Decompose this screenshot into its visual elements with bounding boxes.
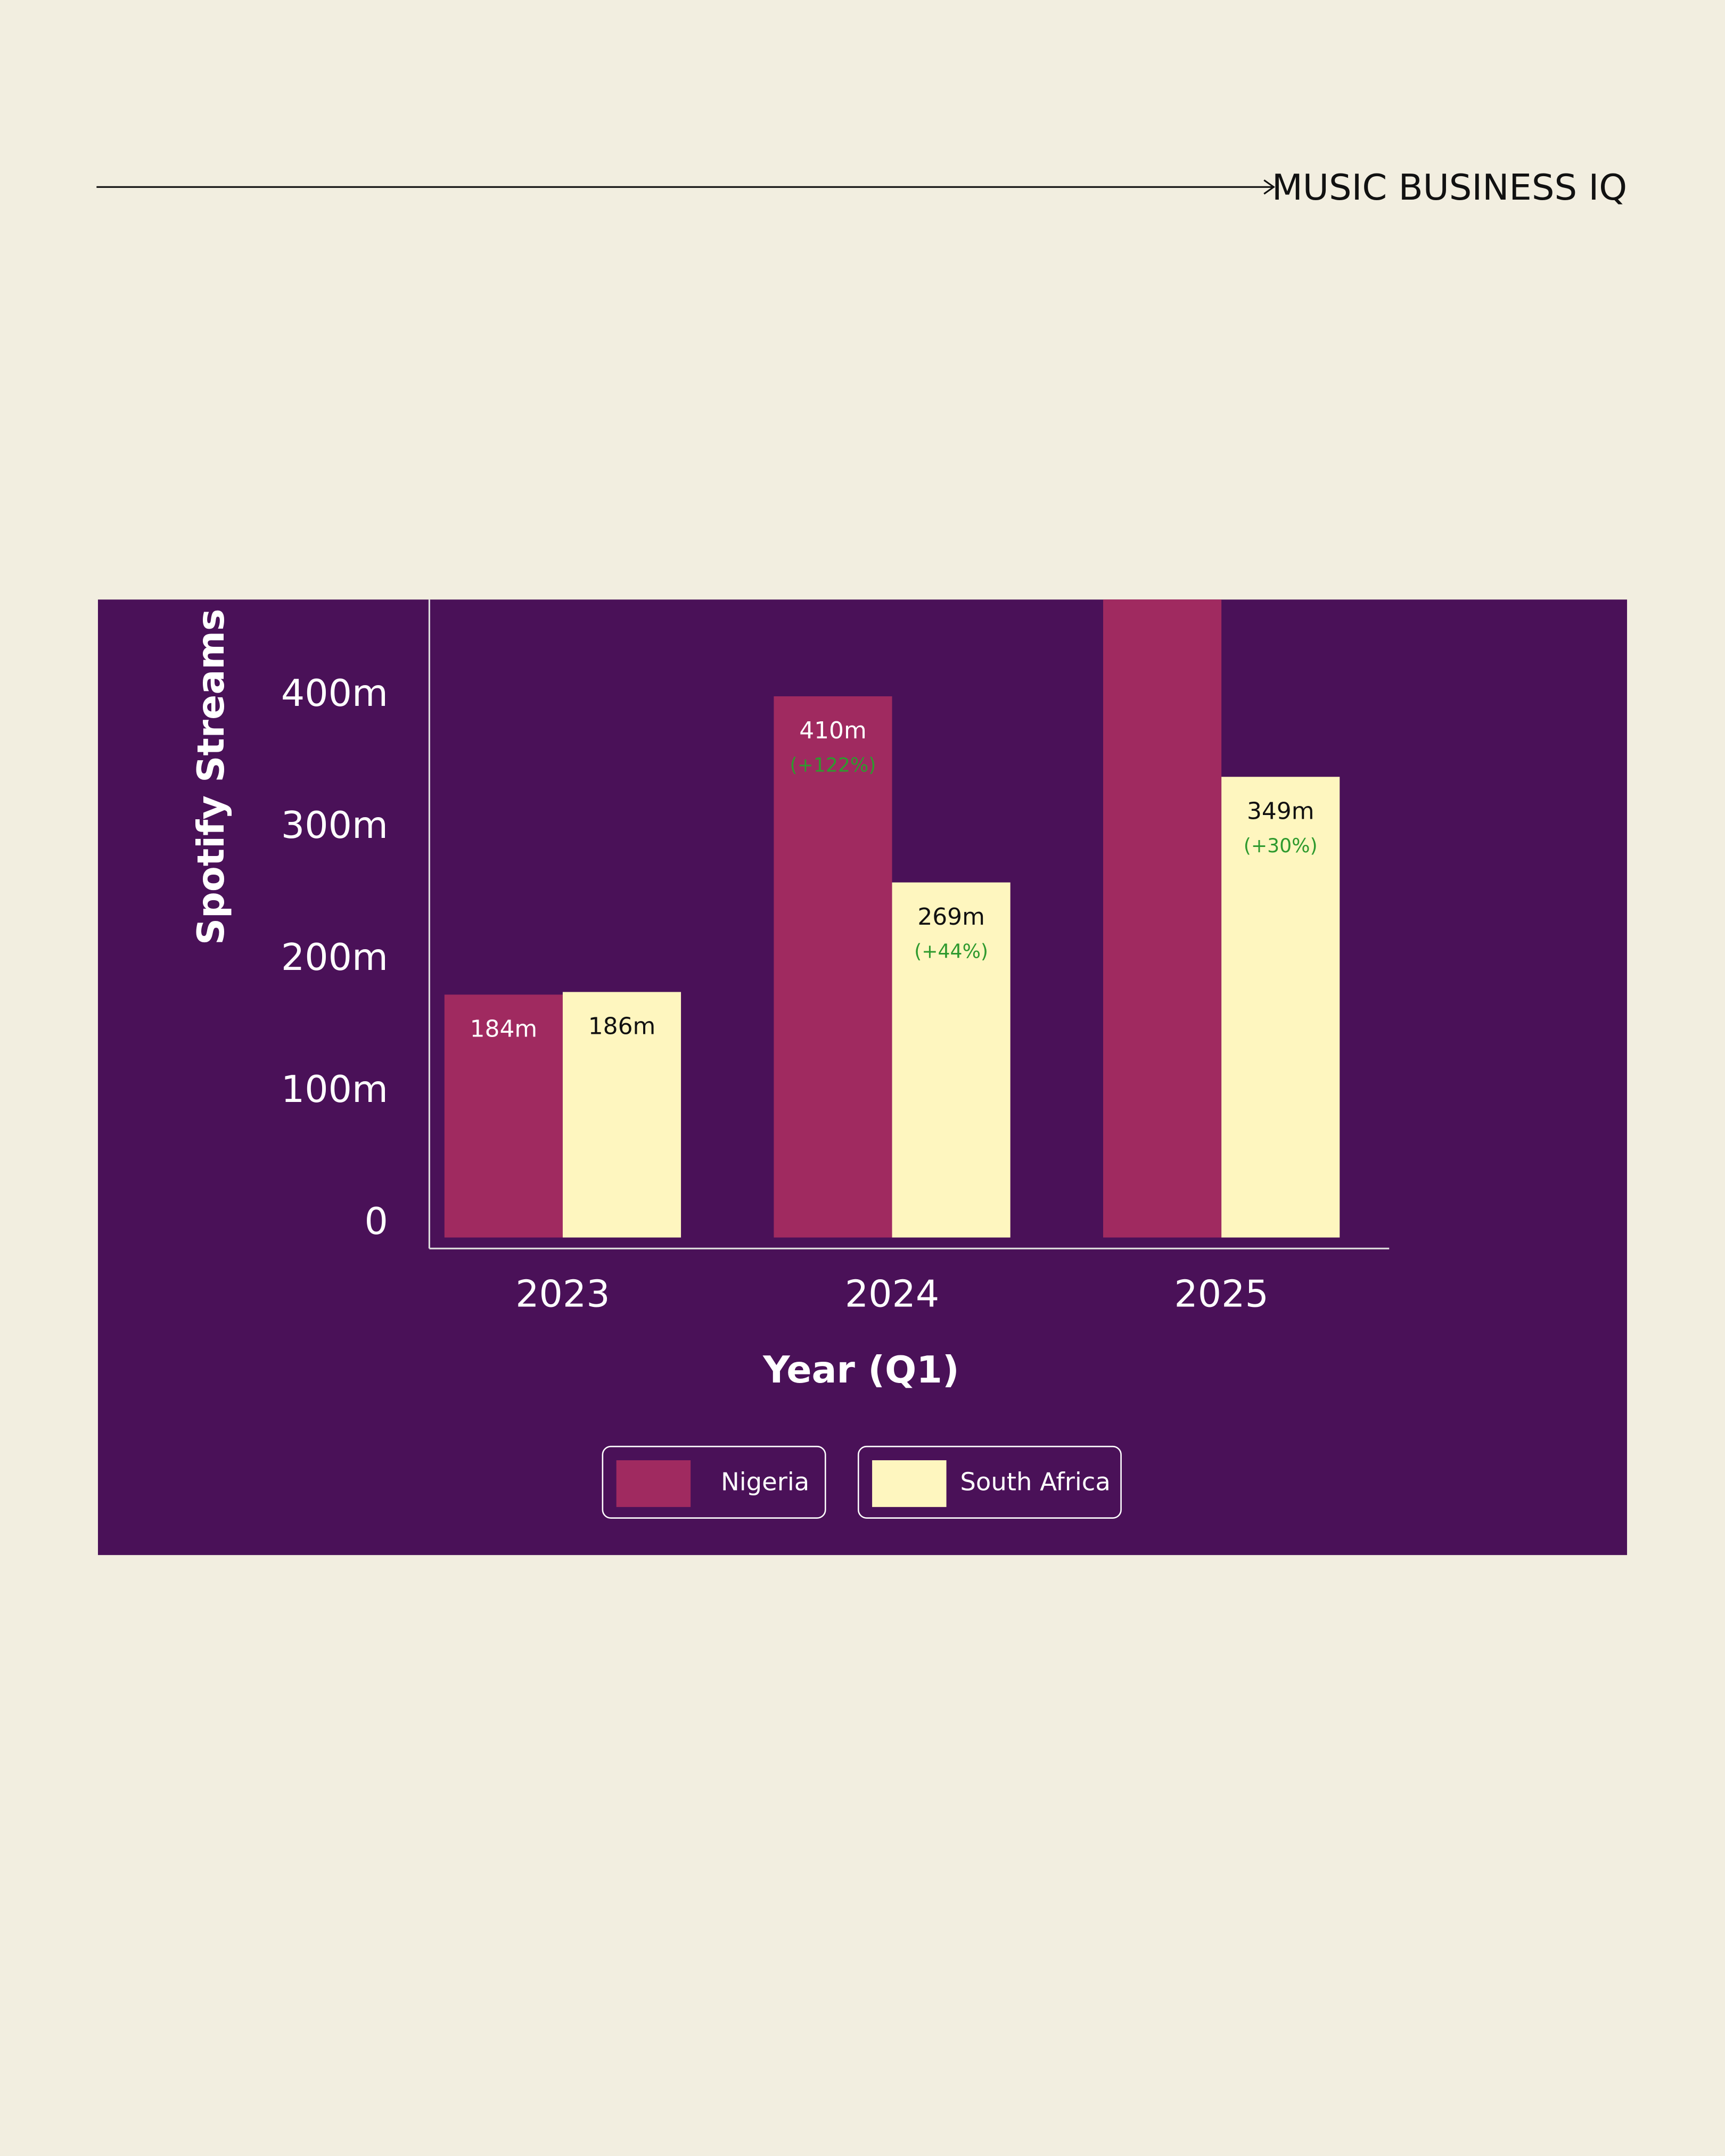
y-tick-label: 400m <box>281 672 388 715</box>
chart-panel: Spotify Streams Year (Q1) 0 100m 200m 300m 4… <box>97 599 1628 1556</box>
legend-label: South Africa <box>960 1467 1110 1496</box>
bar <box>892 882 1011 1238</box>
bar <box>562 992 681 1238</box>
change-label: (+30%) <box>1244 834 1318 857</box>
brand: MUSIC BUSINESS IQ <box>1272 167 1627 208</box>
header-arrow <box>1263 179 1275 195</box>
x-tick-label: 2024 <box>845 1273 939 1316</box>
legend-swatch <box>872 1460 947 1507</box>
legend-swatch <box>616 1460 691 1507</box>
y-tick-label: 200m <box>281 936 388 979</box>
change-label: (+122%) <box>790 754 876 777</box>
x-axis-title: Year (Q1) <box>762 1348 959 1392</box>
x-tick-label: 2025 <box>1174 1273 1268 1316</box>
y-axis-title: Spotify Streams <box>190 608 233 945</box>
value-label: 349m <box>1247 797 1315 825</box>
bar <box>774 696 892 1238</box>
bar <box>1103 599 1222 1238</box>
value-label: 410m <box>799 717 867 744</box>
legend-box <box>857 1445 1122 1519</box>
bar <box>444 994 563 1238</box>
change-label: (+44%) <box>914 940 988 962</box>
x-tick-label: 2023 <box>515 1273 610 1316</box>
legend-label: Nigeria <box>721 1467 809 1496</box>
legend-box <box>602 1445 826 1519</box>
y-tick-label: 0 <box>365 1200 388 1243</box>
value-label: 186m <box>588 1013 656 1040</box>
y-tick-label: 100m <box>281 1068 388 1111</box>
bar <box>1221 777 1340 1238</box>
value-label: 184m <box>470 1016 538 1043</box>
value-label: 269m <box>917 903 985 931</box>
y-tick-label: 300m <box>281 804 388 847</box>
